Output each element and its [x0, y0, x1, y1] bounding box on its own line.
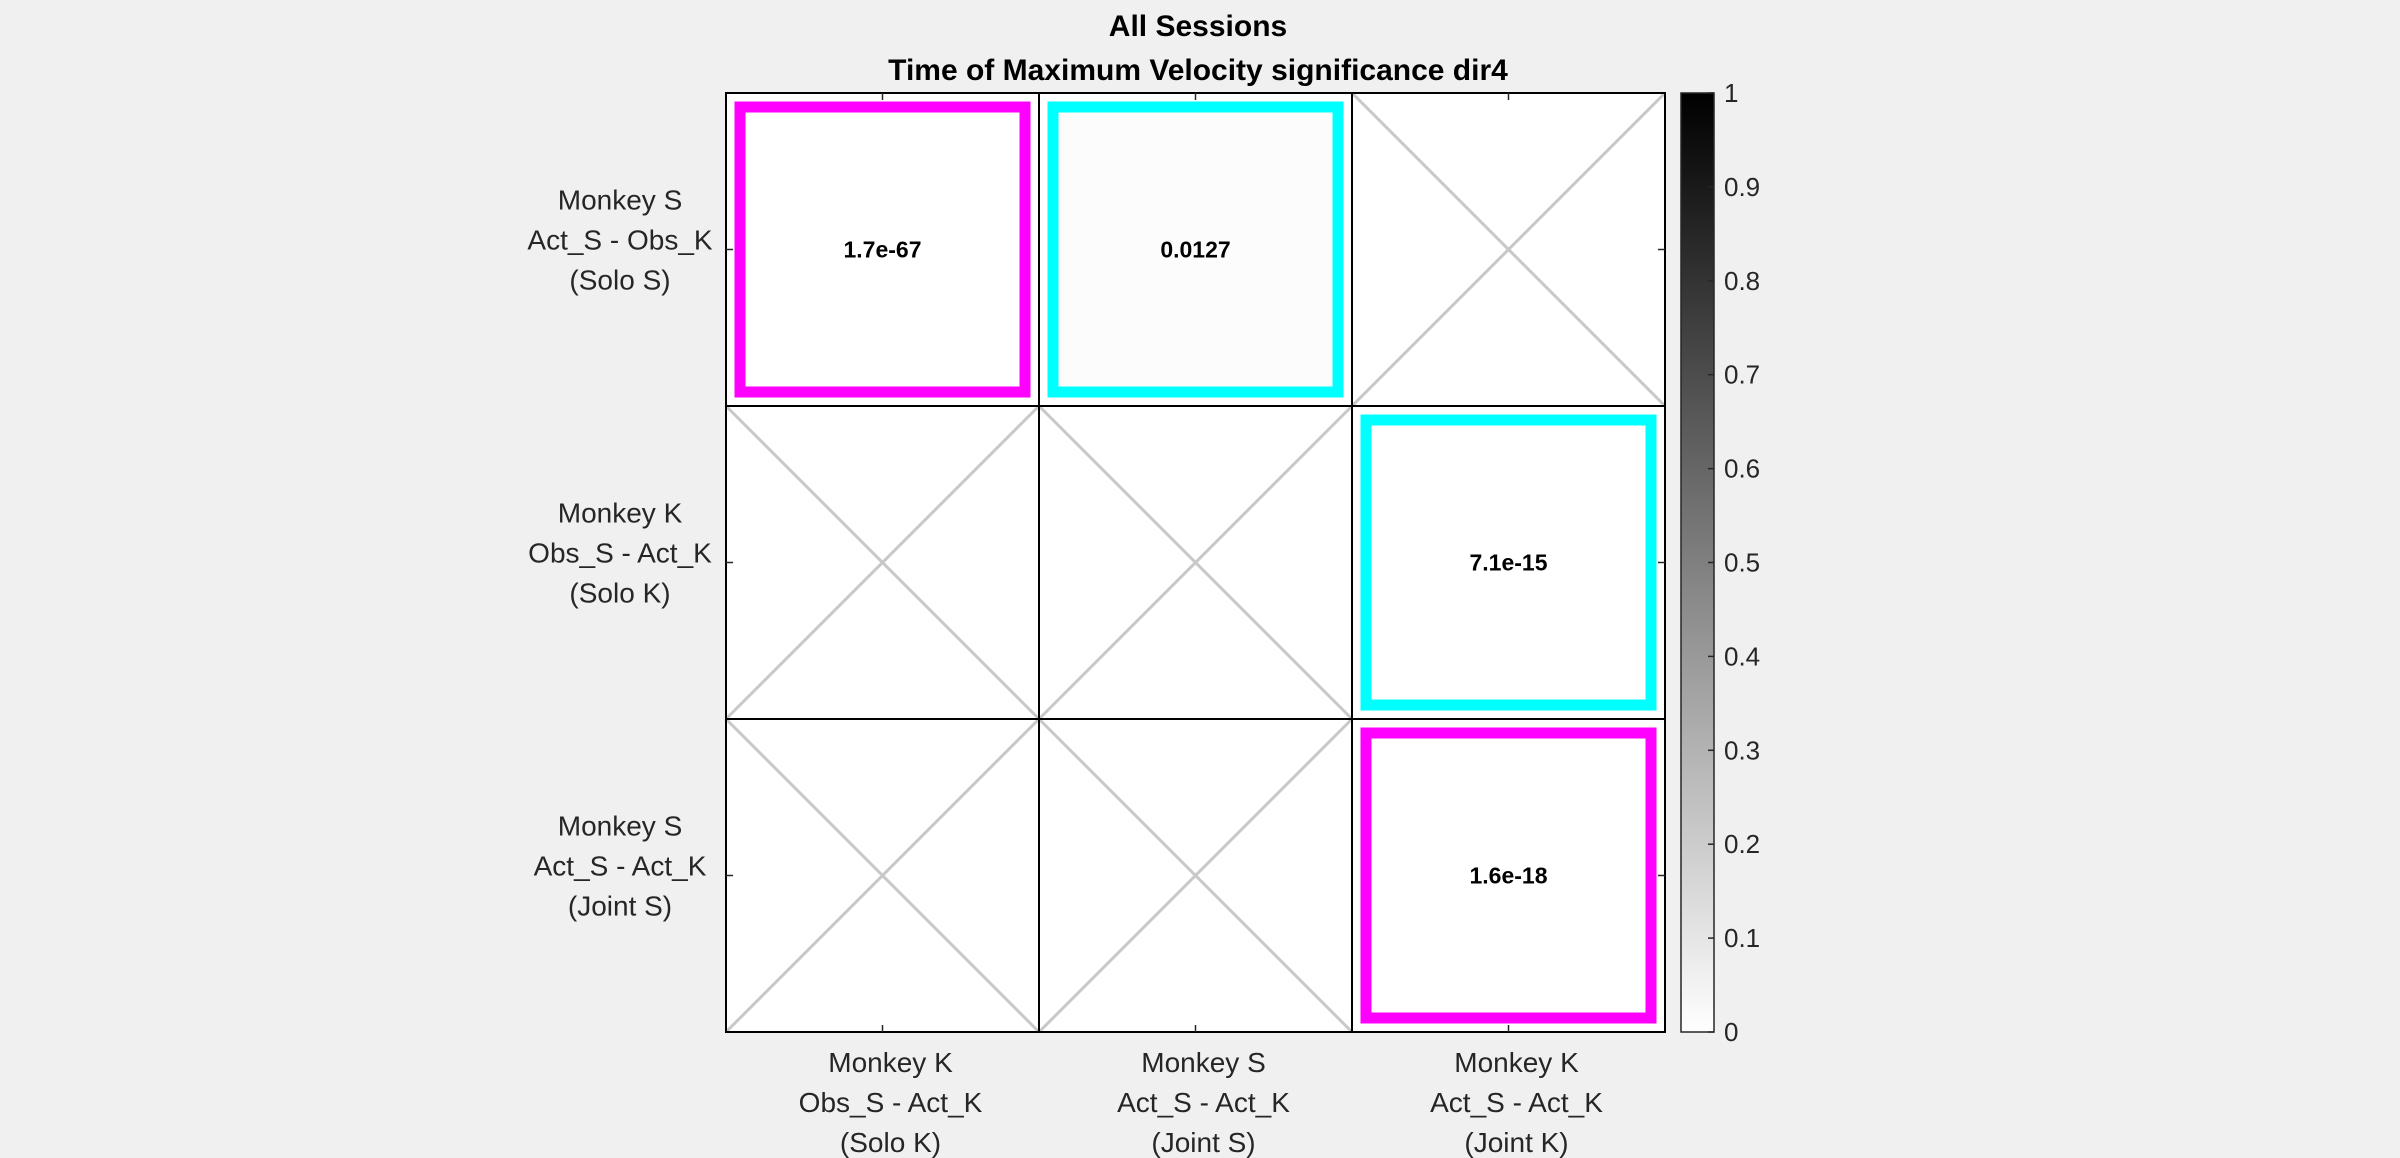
col-tick-label: Monkey S Act_S - Act_K (Joint S) [1117, 1047, 1290, 1158]
col-tick-label-line: Monkey S [1141, 1047, 1266, 1078]
significance-box [1047, 101, 1344, 398]
heatmap-cell: 1.7e-67 [725, 92, 1040, 407]
colorbar-tick-label: 0.2 [1724, 829, 1760, 859]
colorbar-tick-label: 0.1 [1724, 923, 1760, 953]
row-tick-label-line: (Solo S) [569, 265, 670, 296]
col-tick-label-line: Monkey K [828, 1047, 953, 1078]
row-tick-label: Monkey S Act_S - Obs_K (Solo S) [527, 185, 713, 296]
heatmap-cell: 0.0127 [1038, 92, 1353, 407]
row-tick-label-line: Obs_S - Act_K [528, 538, 712, 569]
row-tick-label-line: (Solo K) [569, 578, 670, 609]
col-tick-label: Monkey K Obs_S - Act_K (Solo K) [799, 1047, 983, 1158]
empty-cell-cross-line [1037, 717, 1354, 1034]
heatmap-cell: 1.6e-18 [1351, 718, 1666, 1033]
cell-value-label: 0.0127 [1160, 237, 1230, 263]
cell-value-label: 7.1e-15 [1469, 550, 1547, 576]
empty-cell-cross-line [724, 717, 1041, 1034]
col-tick-label-line: Obs_S - Act_K [799, 1087, 983, 1118]
empty-cell-cross-line [1350, 91, 1667, 408]
cell-value-label: 1.6e-18 [1469, 863, 1547, 889]
row-tick-label-line: Act_S - Act_K [534, 851, 707, 882]
col-tick-label-line: Act_S - Act_K [1430, 1087, 1603, 1118]
chart-title: All Sessions [1109, 10, 1287, 43]
row-tick-label-line: Act_S - Obs_K [527, 225, 713, 256]
chart-subtitle: Time of Maximum Velocity significance di… [888, 54, 1508, 87]
significance-box [1360, 414, 1657, 711]
colorbar-tick-label: 0.4 [1724, 641, 1760, 671]
significance-box [734, 101, 1031, 398]
colorbar-tick-label: 0.6 [1724, 454, 1760, 484]
plot-area: 1.7e-67 0.0127 7.1e-15 1.6e-18 Monkey S Act_S… [527, 91, 1667, 1158]
row-tick-label-line: Monkey K [558, 498, 683, 529]
col-tick-label-line: Monkey K [1454, 1047, 1579, 1078]
colorbar-tick-label: 0.7 [1724, 360, 1760, 390]
empty-cell-cross-line [724, 404, 1041, 721]
colorbar-tick-label: 0.5 [1724, 548, 1760, 578]
row-tick-label: Monkey K Obs_S - Act_K (Solo K) [528, 498, 712, 609]
colorbar-tick-label: 0 [1724, 1017, 1738, 1047]
row-tick-label-line: Monkey S [558, 185, 683, 216]
significance-box [1360, 727, 1657, 1024]
row-tick-label: Monkey S Act_S - Act_K (Joint S) [534, 811, 707, 922]
colorbar: 0 0.1 0.2 0.3 0.4 0.5 0.6 0.7 0.8 0.9 1 [1680, 78, 1760, 1047]
colorbar-tick-label: 0.3 [1724, 735, 1760, 765]
cell-value-label: 1.7e-67 [843, 237, 921, 263]
col-tick-label-line: (Solo K) [840, 1127, 941, 1158]
colorbar-tick-label: 0.8 [1724, 266, 1760, 296]
col-tick-label-line: Act_S - Act_K [1117, 1087, 1290, 1118]
col-tick-label: Monkey K Act_S - Act_K (Joint K) [1430, 1047, 1603, 1158]
heatmap-cell: 7.1e-15 [1351, 405, 1666, 720]
row-tick-label-line: Monkey S [558, 811, 683, 842]
empty-cell-cross-line [1037, 404, 1354, 721]
col-tick-label-line: (Joint K) [1464, 1127, 1568, 1158]
row-tick-label-line: (Joint S) [568, 891, 672, 922]
colorbar-tick-label: 0.9 [1724, 172, 1760, 202]
colorbar-tick-label: 1 [1724, 78, 1738, 108]
col-tick-label-line: (Joint S) [1151, 1127, 1255, 1158]
